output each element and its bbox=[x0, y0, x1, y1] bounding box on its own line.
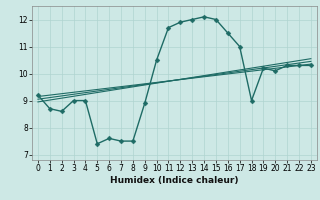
X-axis label: Humidex (Indice chaleur): Humidex (Indice chaleur) bbox=[110, 176, 239, 185]
